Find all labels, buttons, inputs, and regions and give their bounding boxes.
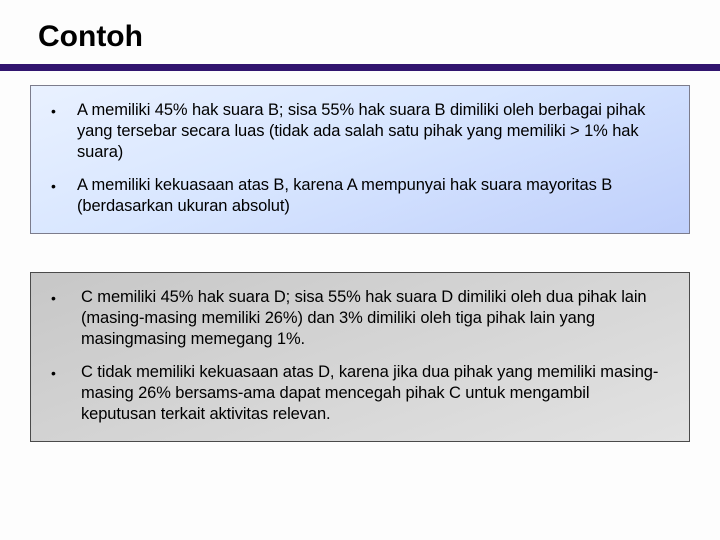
list-item: C tidak memiliki kekuasaan atas D, karen…: [51, 362, 669, 425]
list-item: C memiliki 45% hak suara D; sisa 55% hak…: [51, 287, 669, 350]
list-item-text: A memiliki kekuasaan atas B, karena A me…: [77, 175, 669, 217]
example-box-2: C memiliki 45% hak suara D; sisa 55% hak…: [30, 272, 690, 442]
list-item-text: C memiliki 45% hak suara D; sisa 55% hak…: [81, 287, 669, 350]
slide-title: Contoh: [38, 20, 720, 54]
list-item-text: A memiliki 45% hak suara B; sisa 55% hak…: [77, 100, 669, 163]
list-item: A memiliki 45% hak suara B; sisa 55% hak…: [51, 100, 669, 163]
title-area: Contoh: [0, 0, 720, 54]
title-underline: [0, 64, 720, 71]
list-item-text: C tidak memiliki kekuasaan atas D, karen…: [81, 362, 669, 425]
bullet-icon: [51, 287, 81, 350]
bullet-icon: [51, 175, 77, 217]
list-item: A memiliki kekuasaan atas B, karena A me…: [51, 175, 669, 217]
example-box-1: A memiliki 45% hak suara B; sisa 55% hak…: [30, 85, 690, 234]
bullet-icon: [51, 100, 77, 163]
bullet-icon: [51, 362, 81, 425]
